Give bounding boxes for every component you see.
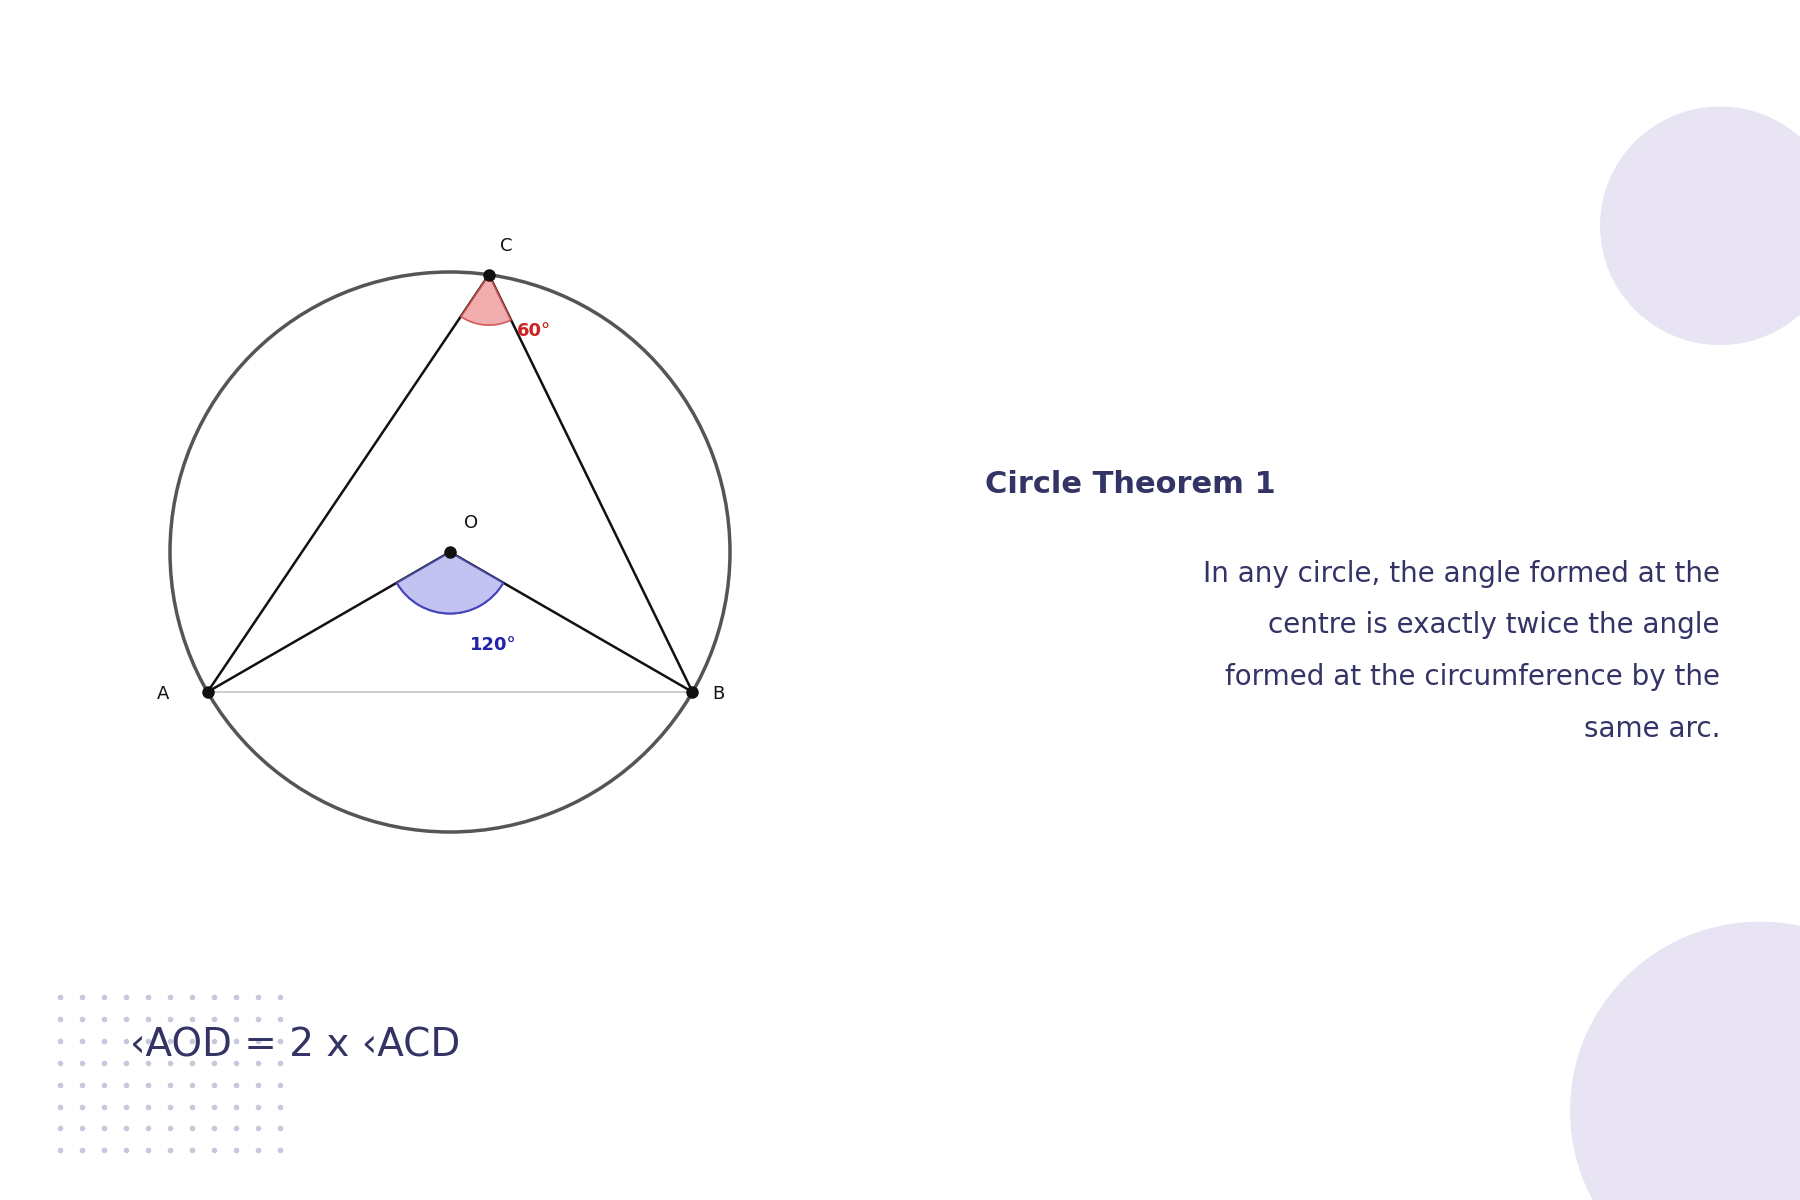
- Text: C: C: [500, 238, 513, 256]
- Polygon shape: [396, 552, 504, 613]
- Text: 120°: 120°: [470, 636, 517, 654]
- Text: centre is exactly twice the angle: centre is exactly twice the angle: [1269, 611, 1721, 640]
- Text: same arc.: same arc.: [1584, 715, 1721, 743]
- Text: O: O: [464, 515, 479, 533]
- Circle shape: [1570, 922, 1800, 1200]
- Polygon shape: [461, 275, 511, 325]
- Text: Circle Theorem 1: Circle Theorem 1: [985, 469, 1276, 499]
- Circle shape: [1600, 107, 1800, 346]
- Text: A: A: [157, 685, 169, 703]
- Text: Angles in the same segment are equal: Angles in the same segment are equal: [238, 64, 1562, 122]
- Text: B: B: [713, 685, 724, 703]
- Text: In any circle, the angle formed at the: In any circle, the angle formed at the: [1202, 559, 1721, 588]
- Text: formed at the circumference by the: formed at the circumference by the: [1226, 664, 1721, 691]
- Text: ‹AOD = 2 x ‹ACD: ‹AOD = 2 x ‹ACD: [130, 1027, 461, 1064]
- Text: 60°: 60°: [517, 323, 551, 341]
